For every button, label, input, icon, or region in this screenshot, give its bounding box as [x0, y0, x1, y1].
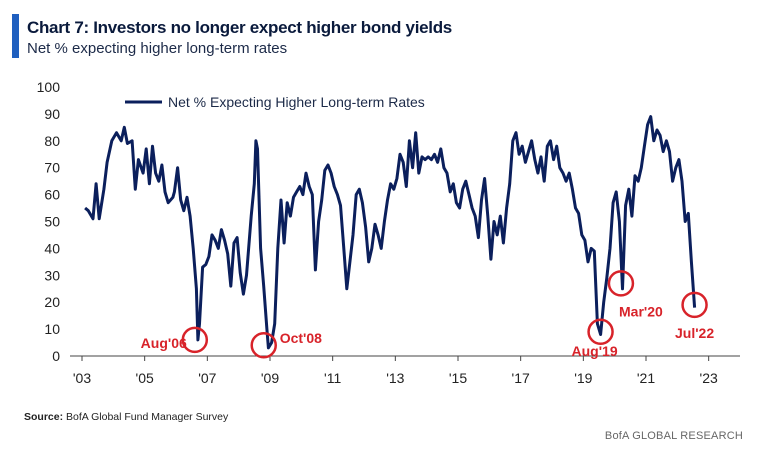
x-tick-label: '15 — [449, 370, 467, 386]
x-tick-label: '11 — [324, 370, 341, 386]
y-tick-label: 30 — [44, 267, 60, 283]
chart-axes: 0 10 20 30 40 50 60 70 80 90 100 '03 '05 '07 '09 '11 '13… — [37, 79, 740, 386]
credit-text: BofA GLOBAL RESEARCH — [604, 430, 743, 442]
annotation-circle — [681, 291, 708, 319]
y-tick-label: 50 — [44, 214, 60, 230]
chart-legend: Net % Expecting Higher Long-term Rates — [125, 94, 425, 110]
annotation-circle — [607, 270, 635, 297]
x-tick-label: '17 — [512, 370, 530, 386]
x-tick-label: '13 — [386, 370, 404, 386]
y-tick-label: 80 — [44, 133, 60, 149]
chart-subtitle: Net % expecting higher long-term rates — [27, 40, 288, 57]
annotation-label: Oct'08 — [280, 330, 322, 346]
title-accent-bar — [12, 14, 19, 58]
source-note: Source: BofA Global Fund Manager Survey — [24, 411, 228, 423]
annotation-circle — [250, 331, 277, 359]
y-tick-label: 60 — [44, 187, 60, 203]
x-tick-label: '21 — [637, 370, 655, 386]
chart-series — [84, 115, 697, 350]
y-tick-label: 0 — [52, 348, 60, 364]
annotation-label: Mar'20 — [619, 303, 663, 319]
source-text: BofA Global Fund Manager Survey — [66, 411, 229, 423]
chart-title: Chart 7: Investors no longer expect high… — [27, 18, 452, 37]
chart-annotations: Aug'06 Oct'08 Aug'19 Mar'20 Jul'22 — [141, 270, 714, 359]
y-tick-label: 10 — [44, 321, 60, 337]
annotation-label: Aug'06 — [141, 335, 187, 351]
y-tick-label: 90 — [44, 106, 60, 122]
x-tick-label: '05 — [136, 370, 154, 386]
x-tick-label: '07 — [198, 370, 216, 386]
annotation-circle — [587, 318, 614, 346]
annotation-circle — [181, 326, 209, 354]
source-label: Source: — [24, 411, 64, 423]
series-line — [84, 115, 697, 350]
annotation-label: Jul'22 — [675, 325, 714, 341]
x-tick-label: '19 — [574, 370, 592, 386]
y-tick-label: 70 — [44, 160, 60, 176]
annotation-label: Aug'19 — [572, 343, 618, 359]
x-tick-label: '09 — [261, 370, 279, 386]
y-tick-label: 100 — [37, 79, 61, 95]
y-tick-label: 20 — [44, 294, 60, 310]
legend-label: Net % Expecting Higher Long-term Rates — [168, 94, 425, 110]
y-tick-label: 40 — [44, 240, 60, 256]
x-tick-label: '03 — [73, 370, 91, 386]
x-tick-label: '23 — [700, 370, 718, 386]
